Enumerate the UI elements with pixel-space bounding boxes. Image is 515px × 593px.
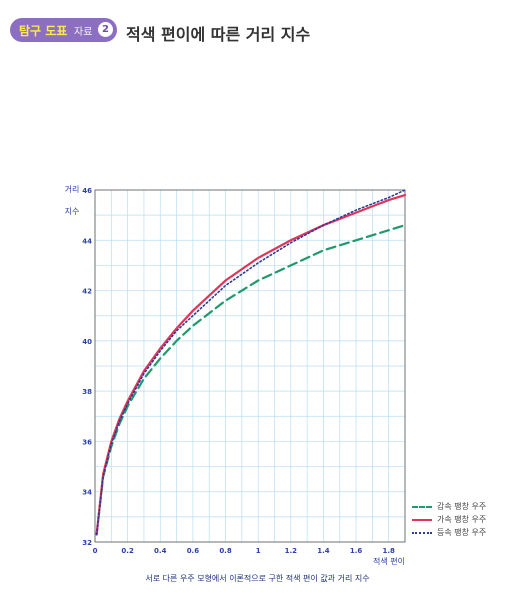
y-tick-label: 38 — [82, 388, 92, 396]
badge-number: 2 — [98, 22, 113, 37]
y-tick-label: 36 — [82, 438, 92, 446]
y-tick-label: 32 — [82, 539, 92, 547]
series-line-solid — [95, 193, 407, 536]
page-title: 적색 편이에 따른 거리 지수 — [126, 25, 311, 44]
y-tick-label: 44 — [82, 237, 92, 245]
x-tick-label: 0.6 — [187, 547, 200, 555]
x-tick-label: 0.8 — [219, 547, 232, 555]
x-tick-label: 1.6 — [350, 547, 363, 555]
chart-grid — [94, 189, 406, 543]
x-tick-label: 1.8 — [382, 547, 395, 555]
section-badge: 탐구 도표 자료 2 — [10, 18, 117, 42]
axis-ticks: 0 0.2 0.4 0.6 0.8 1 1.2 1.4 1.6 1.8 32 34 36 38 40 42 44… — [82, 187, 395, 555]
x-tick-label: 0.2 — [121, 547, 134, 555]
x-tick-label: 0.4 — [154, 547, 167, 555]
series-line-dashed — [95, 224, 407, 536]
plot-frame — [94, 189, 406, 543]
x-tick-label: 1.4 — [317, 547, 330, 555]
legend-item-accelerating: 가속 팽창 우주 — [412, 513, 507, 526]
legend-swatch-dotted — [412, 532, 432, 534]
series-lines — [95, 189, 407, 536]
y-axis-label-line1: 거리 — [65, 185, 80, 194]
legend-swatch-dashed — [412, 506, 432, 508]
badge-label-sub: 자료 — [74, 27, 93, 38]
legend-swatch-solid — [412, 519, 432, 521]
badge-label-main: 탐구 도표 — [19, 24, 68, 38]
x-axis-label: 적색 편이 — [373, 556, 405, 566]
y-tick-label: 34 — [82, 489, 92, 497]
y-tick-label: 42 — [82, 288, 92, 296]
header: 탐구 도표 자료 2 적색 편이에 따른 거리 지수 — [10, 18, 350, 44]
chart-legend: 감속 팽창 우주 가속 팽창 우주 등속 팽창 우주 — [412, 500, 507, 539]
legend-label: 가속 팽창 우주 — [437, 515, 487, 524]
legend-label: 감속 팽창 우주 — [437, 502, 487, 511]
y-tick-label: 46 — [82, 187, 92, 195]
x-tick-label: 1.2 — [285, 547, 298, 555]
y-axis-label-line2: 지수 — [65, 207, 80, 216]
y-tick-label: 40 — [82, 338, 92, 346]
chart-caption: 서로 다른 우주 모형에서 이론적으로 구한 적색 편이 값과 거리 지수 — [145, 574, 370, 583]
legend-label: 등속 팽창 우주 — [437, 528, 487, 537]
series-line-dotted — [95, 189, 406, 536]
legend-item-constant: 등속 팽창 우주 — [412, 526, 507, 539]
legend-item-decelerating: 감속 팽창 우주 — [412, 500, 507, 513]
x-tick-label: 1 — [256, 547, 261, 555]
x-tick-label: 0 — [93, 547, 98, 555]
